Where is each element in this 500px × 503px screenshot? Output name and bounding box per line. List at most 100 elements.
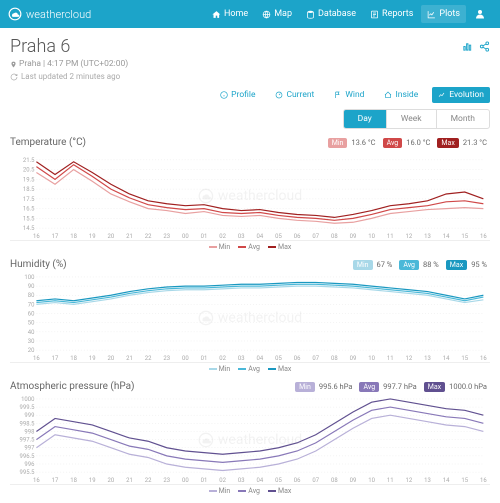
hum-leg-min: Min bbox=[209, 365, 231, 373]
svg-text:17: 17 bbox=[52, 233, 59, 240]
home-icon bbox=[212, 10, 221, 19]
svg-text:22: 22 bbox=[145, 233, 152, 240]
svg-text:16: 16 bbox=[33, 355, 40, 362]
tab-inside[interactable]: Inside bbox=[378, 87, 424, 103]
station-location: Praha bbox=[19, 59, 41, 69]
svg-text:13: 13 bbox=[424, 355, 431, 362]
tab-profile-label: Profile bbox=[231, 90, 255, 100]
svg-text:04: 04 bbox=[257, 355, 264, 362]
temp-legend: Min Avg Max bbox=[10, 243, 490, 251]
hum-title: Humidity (%) bbox=[10, 259, 67, 270]
nav-home[interactable]: Home bbox=[206, 5, 254, 23]
period-tabs: Day Week Month bbox=[343, 109, 490, 129]
brand-logo[interactable]: weathercloud bbox=[8, 7, 91, 21]
pres-block: Atmospheric pressure (hPa) Min995.6 hPa … bbox=[10, 381, 490, 495]
last-updated: Last updated 2 minutes ago bbox=[10, 72, 490, 81]
svg-text:07: 07 bbox=[312, 355, 319, 362]
tab-wind[interactable]: Wind bbox=[328, 87, 370, 103]
pres-chart: 995.5996996.5997997.5998998.5999999.5100… bbox=[10, 395, 490, 485]
svg-text:996.5: 996.5 bbox=[20, 453, 36, 460]
svg-text:12: 12 bbox=[406, 233, 413, 240]
pres-stats: Min995.6 hPa Avg997.7 hPa Max1000.0 hPa bbox=[295, 382, 490, 392]
svg-text:80: 80 bbox=[28, 292, 35, 299]
svg-text:14: 14 bbox=[443, 233, 450, 240]
temp-leg-min: Min bbox=[209, 243, 231, 251]
nav-plots[interactable]: Plots bbox=[421, 5, 466, 23]
svg-text:997.5: 997.5 bbox=[20, 437, 36, 444]
svg-text:15: 15 bbox=[461, 355, 468, 362]
nav-database[interactable]: Database bbox=[300, 5, 362, 23]
flag-icon bbox=[334, 91, 342, 99]
hum-legend: Min Avg Max bbox=[10, 365, 490, 373]
svg-text:07: 07 bbox=[312, 477, 319, 484]
tab-evolution[interactable]: Evolution bbox=[432, 87, 490, 103]
svg-text:18.5: 18.5 bbox=[23, 186, 35, 193]
tab-evolution-label: Evolution bbox=[449, 90, 484, 100]
svg-text:21: 21 bbox=[126, 233, 133, 240]
gauge-icon bbox=[275, 91, 283, 99]
svg-text:04: 04 bbox=[257, 477, 264, 484]
hum-max-val: 95 % bbox=[471, 260, 487, 269]
stats-icon[interactable] bbox=[462, 41, 473, 52]
pres-leg-avg: Avg bbox=[238, 487, 260, 495]
nav-map[interactable]: Map bbox=[256, 5, 298, 23]
hum-avg-val: 88 % bbox=[423, 260, 439, 269]
nav-user[interactable] bbox=[468, 4, 492, 24]
svg-text:10: 10 bbox=[368, 477, 375, 484]
svg-text:19: 19 bbox=[89, 233, 96, 240]
svg-text:16: 16 bbox=[480, 355, 487, 362]
hum-min-val: 67 % bbox=[377, 260, 393, 269]
svg-text:16: 16 bbox=[33, 477, 40, 484]
svg-text:20: 20 bbox=[108, 355, 115, 362]
nav-map-label: Map bbox=[274, 9, 292, 19]
svg-text:15: 15 bbox=[461, 477, 468, 484]
hum-chart: 2030405060708090100161718192021222300010… bbox=[10, 273, 490, 363]
svg-text:06: 06 bbox=[294, 233, 301, 240]
nav-plots-label: Plots bbox=[439, 9, 460, 19]
user-icon bbox=[474, 8, 486, 20]
svg-text:00: 00 bbox=[182, 233, 189, 240]
svg-text:09: 09 bbox=[350, 355, 357, 362]
tab-profile[interactable]: Profile bbox=[214, 87, 261, 103]
station-tz: (UTC+02:00) bbox=[80, 59, 128, 69]
nav-reports[interactable]: Reports bbox=[364, 5, 419, 23]
hum-avg-badge: Avg bbox=[399, 260, 419, 270]
svg-text:16.5: 16.5 bbox=[23, 206, 35, 213]
svg-text:995.5: 995.5 bbox=[20, 469, 36, 476]
pres-avg-badge: Avg bbox=[359, 382, 379, 392]
svg-text:19: 19 bbox=[89, 355, 96, 362]
pres-leg-min: Min bbox=[209, 487, 231, 495]
temp-avg-badge: Avg bbox=[383, 138, 403, 148]
hum-block: Humidity (%) Min 67 % Avg 88 % Max 95 % 20 3… bbox=[10, 259, 490, 373]
svg-text:23: 23 bbox=[163, 233, 170, 240]
tab-current[interactable]: Current bbox=[269, 87, 320, 103]
hum-svg: 2030405060708090100161718192021222300010… bbox=[10, 273, 490, 362]
svg-text:23: 23 bbox=[163, 477, 170, 484]
svg-text:11: 11 bbox=[387, 477, 394, 484]
svg-text:04: 04 bbox=[257, 233, 264, 240]
svg-text:70: 70 bbox=[28, 301, 35, 308]
hum-min-badge: Min bbox=[353, 260, 373, 270]
svg-text:30: 30 bbox=[28, 338, 35, 345]
hum-max-badge: Max bbox=[446, 260, 467, 270]
updated-text: Last updated 2 minutes ago bbox=[21, 72, 120, 81]
svg-text:19.5: 19.5 bbox=[23, 176, 35, 183]
svg-text:90: 90 bbox=[28, 283, 35, 290]
nav-database-label: Database bbox=[318, 9, 356, 19]
svg-text:20: 20 bbox=[108, 233, 115, 240]
inside-icon bbox=[384, 91, 392, 99]
svg-text:40: 40 bbox=[28, 329, 35, 336]
period-week[interactable]: Week bbox=[387, 110, 437, 128]
svg-text:50: 50 bbox=[28, 320, 35, 327]
tab-inside-label: Inside bbox=[395, 90, 418, 100]
period-day[interactable]: Day bbox=[344, 110, 387, 128]
info-icon bbox=[220, 91, 228, 99]
svg-text:08: 08 bbox=[331, 355, 338, 362]
period-month[interactable]: Month bbox=[437, 110, 489, 128]
svg-text:20: 20 bbox=[28, 347, 35, 354]
temp-avg-val: 16.0 °C bbox=[406, 138, 430, 147]
nav-items: Home Map Database Reports Plots bbox=[206, 4, 492, 24]
svg-text:12: 12 bbox=[406, 477, 413, 484]
share-icon[interactable] bbox=[479, 41, 490, 52]
svg-text:10: 10 bbox=[368, 233, 375, 240]
